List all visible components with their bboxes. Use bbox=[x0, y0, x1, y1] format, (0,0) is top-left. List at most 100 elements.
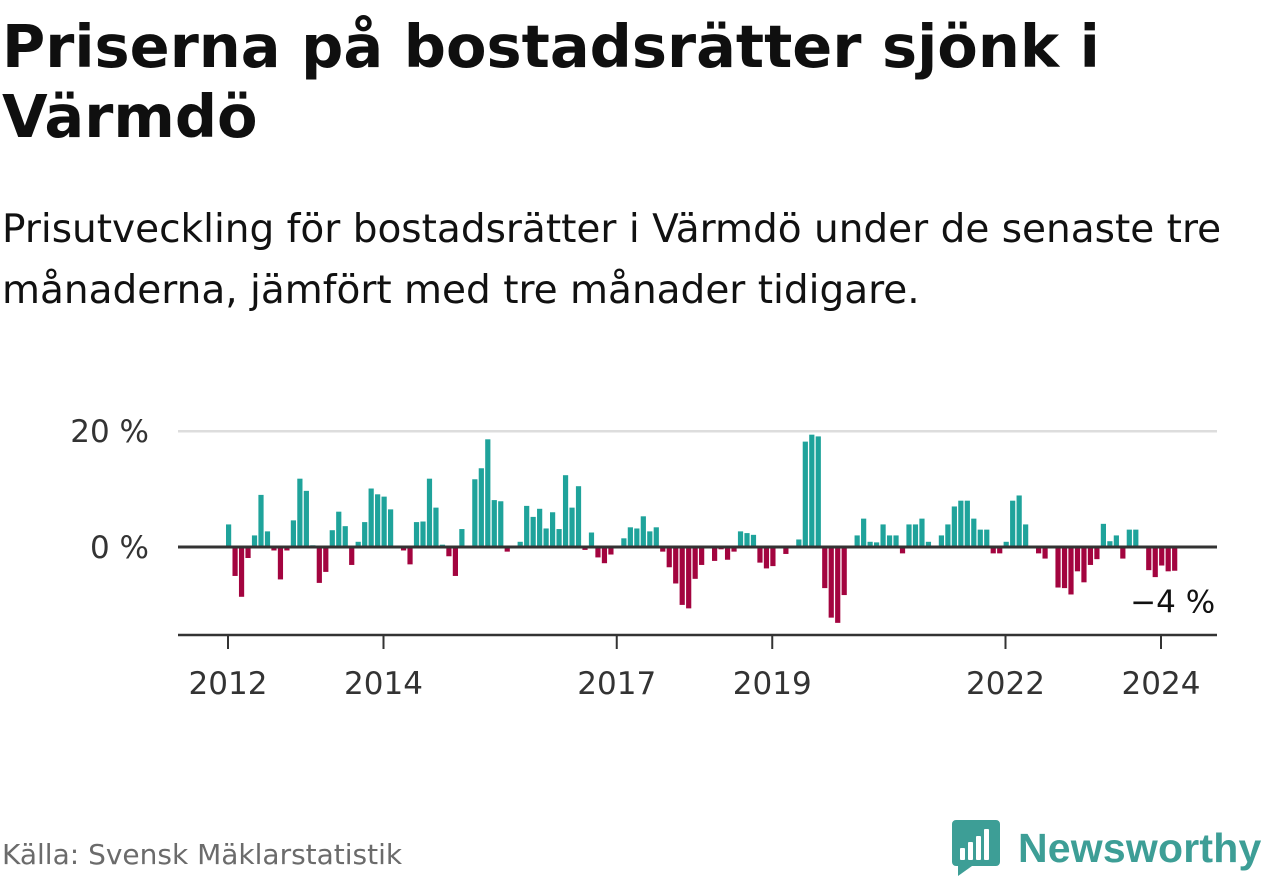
bar bbox=[1107, 541, 1113, 547]
bar bbox=[375, 494, 381, 547]
bar bbox=[1113, 535, 1119, 547]
bar bbox=[413, 522, 420, 547]
bar bbox=[400, 547, 407, 551]
bar bbox=[874, 542, 880, 547]
axes bbox=[178, 545, 1217, 649]
bar bbox=[1016, 495, 1022, 547]
bar bbox=[919, 518, 925, 547]
bar bbox=[731, 547, 737, 552]
bar bbox=[835, 547, 841, 623]
chart-subtitle: Prisutveckling för bostadsrätter i Värmd… bbox=[2, 207, 1222, 313]
bar bbox=[1126, 529, 1132, 547]
x-tick-label: 2024 bbox=[1122, 666, 1201, 702]
bar bbox=[744, 533, 750, 547]
bar bbox=[608, 547, 614, 555]
bar bbox=[336, 511, 342, 547]
bar bbox=[543, 528, 549, 547]
bar bbox=[841, 547, 847, 596]
bar bbox=[621, 538, 627, 548]
x-tick-label: 2014 bbox=[344, 666, 423, 702]
bar bbox=[264, 531, 271, 547]
bar bbox=[971, 518, 977, 547]
bar bbox=[977, 529, 983, 547]
bar bbox=[420, 521, 426, 547]
x-tick-label: 2022 bbox=[966, 666, 1045, 702]
newsworthy-logo: Newsworthy bbox=[950, 818, 1262, 878]
bar bbox=[880, 524, 886, 547]
bar bbox=[238, 547, 245, 597]
bar bbox=[550, 512, 556, 547]
bar bbox=[504, 547, 510, 552]
bar bbox=[660, 547, 666, 552]
bar bbox=[724, 547, 731, 560]
bar bbox=[297, 478, 303, 547]
bar bbox=[1023, 524, 1029, 547]
bar bbox=[737, 531, 744, 547]
bar bbox=[530, 516, 536, 547]
bar bbox=[277, 547, 284, 580]
x-tick-label: 2012 bbox=[189, 666, 268, 702]
bar bbox=[478, 468, 484, 547]
bar bbox=[912, 524, 919, 547]
bar bbox=[906, 524, 912, 547]
bar bbox=[886, 535, 893, 547]
bar bbox=[634, 528, 640, 547]
bars bbox=[226, 434, 1178, 623]
bar bbox=[485, 439, 491, 547]
bar bbox=[828, 547, 834, 618]
bar bbox=[556, 529, 562, 547]
bar bbox=[1159, 547, 1165, 566]
bar bbox=[1061, 547, 1068, 589]
tick-labels: 20 % 0 % 2012 2014 2017 2019 2022 2024 bbox=[70, 414, 1200, 702]
bar bbox=[783, 547, 789, 554]
bar bbox=[673, 547, 679, 584]
bar bbox=[446, 547, 452, 557]
bar bbox=[342, 526, 348, 547]
brand-name: Newsworthy bbox=[1018, 824, 1262, 871]
bar bbox=[258, 494, 264, 547]
bar bbox=[595, 547, 601, 558]
bar bbox=[498, 501, 504, 547]
bar bbox=[750, 534, 757, 547]
bar bbox=[601, 547, 608, 564]
bar bbox=[1036, 547, 1042, 554]
bar bbox=[524, 505, 530, 547]
bar bbox=[323, 547, 329, 572]
bar bbox=[640, 516, 646, 547]
bar bbox=[226, 524, 232, 547]
bar bbox=[1081, 547, 1087, 583]
bar bbox=[1068, 547, 1074, 595]
bar bbox=[893, 535, 899, 547]
bar bbox=[1042, 547, 1048, 559]
bar bbox=[770, 547, 776, 567]
bar bbox=[1003, 541, 1009, 547]
bar bbox=[362, 522, 368, 547]
bar bbox=[686, 547, 692, 609]
bar bbox=[245, 547, 251, 558]
bar bbox=[232, 547, 238, 576]
bar bbox=[452, 547, 458, 576]
bar bbox=[1094, 547, 1100, 560]
bar bbox=[1074, 547, 1081, 572]
bar bbox=[712, 547, 718, 561]
bar bbox=[368, 488, 374, 547]
bar bbox=[316, 547, 322, 583]
bar bbox=[699, 547, 705, 565]
bar bbox=[290, 520, 296, 547]
bar bbox=[861, 518, 867, 547]
bar bbox=[588, 532, 595, 547]
bar bbox=[388, 509, 394, 547]
x-tick-label: 2019 bbox=[733, 666, 812, 702]
bar bbox=[1165, 547, 1171, 572]
bar bbox=[763, 547, 770, 569]
bar bbox=[569, 507, 575, 547]
bar bbox=[653, 527, 659, 547]
bar bbox=[692, 547, 698, 579]
bar bbox=[1152, 547, 1158, 578]
bar bbox=[899, 547, 906, 554]
bar bbox=[1010, 500, 1016, 547]
bar bbox=[815, 436, 821, 547]
bar bbox=[938, 535, 944, 547]
bar bbox=[679, 547, 685, 605]
